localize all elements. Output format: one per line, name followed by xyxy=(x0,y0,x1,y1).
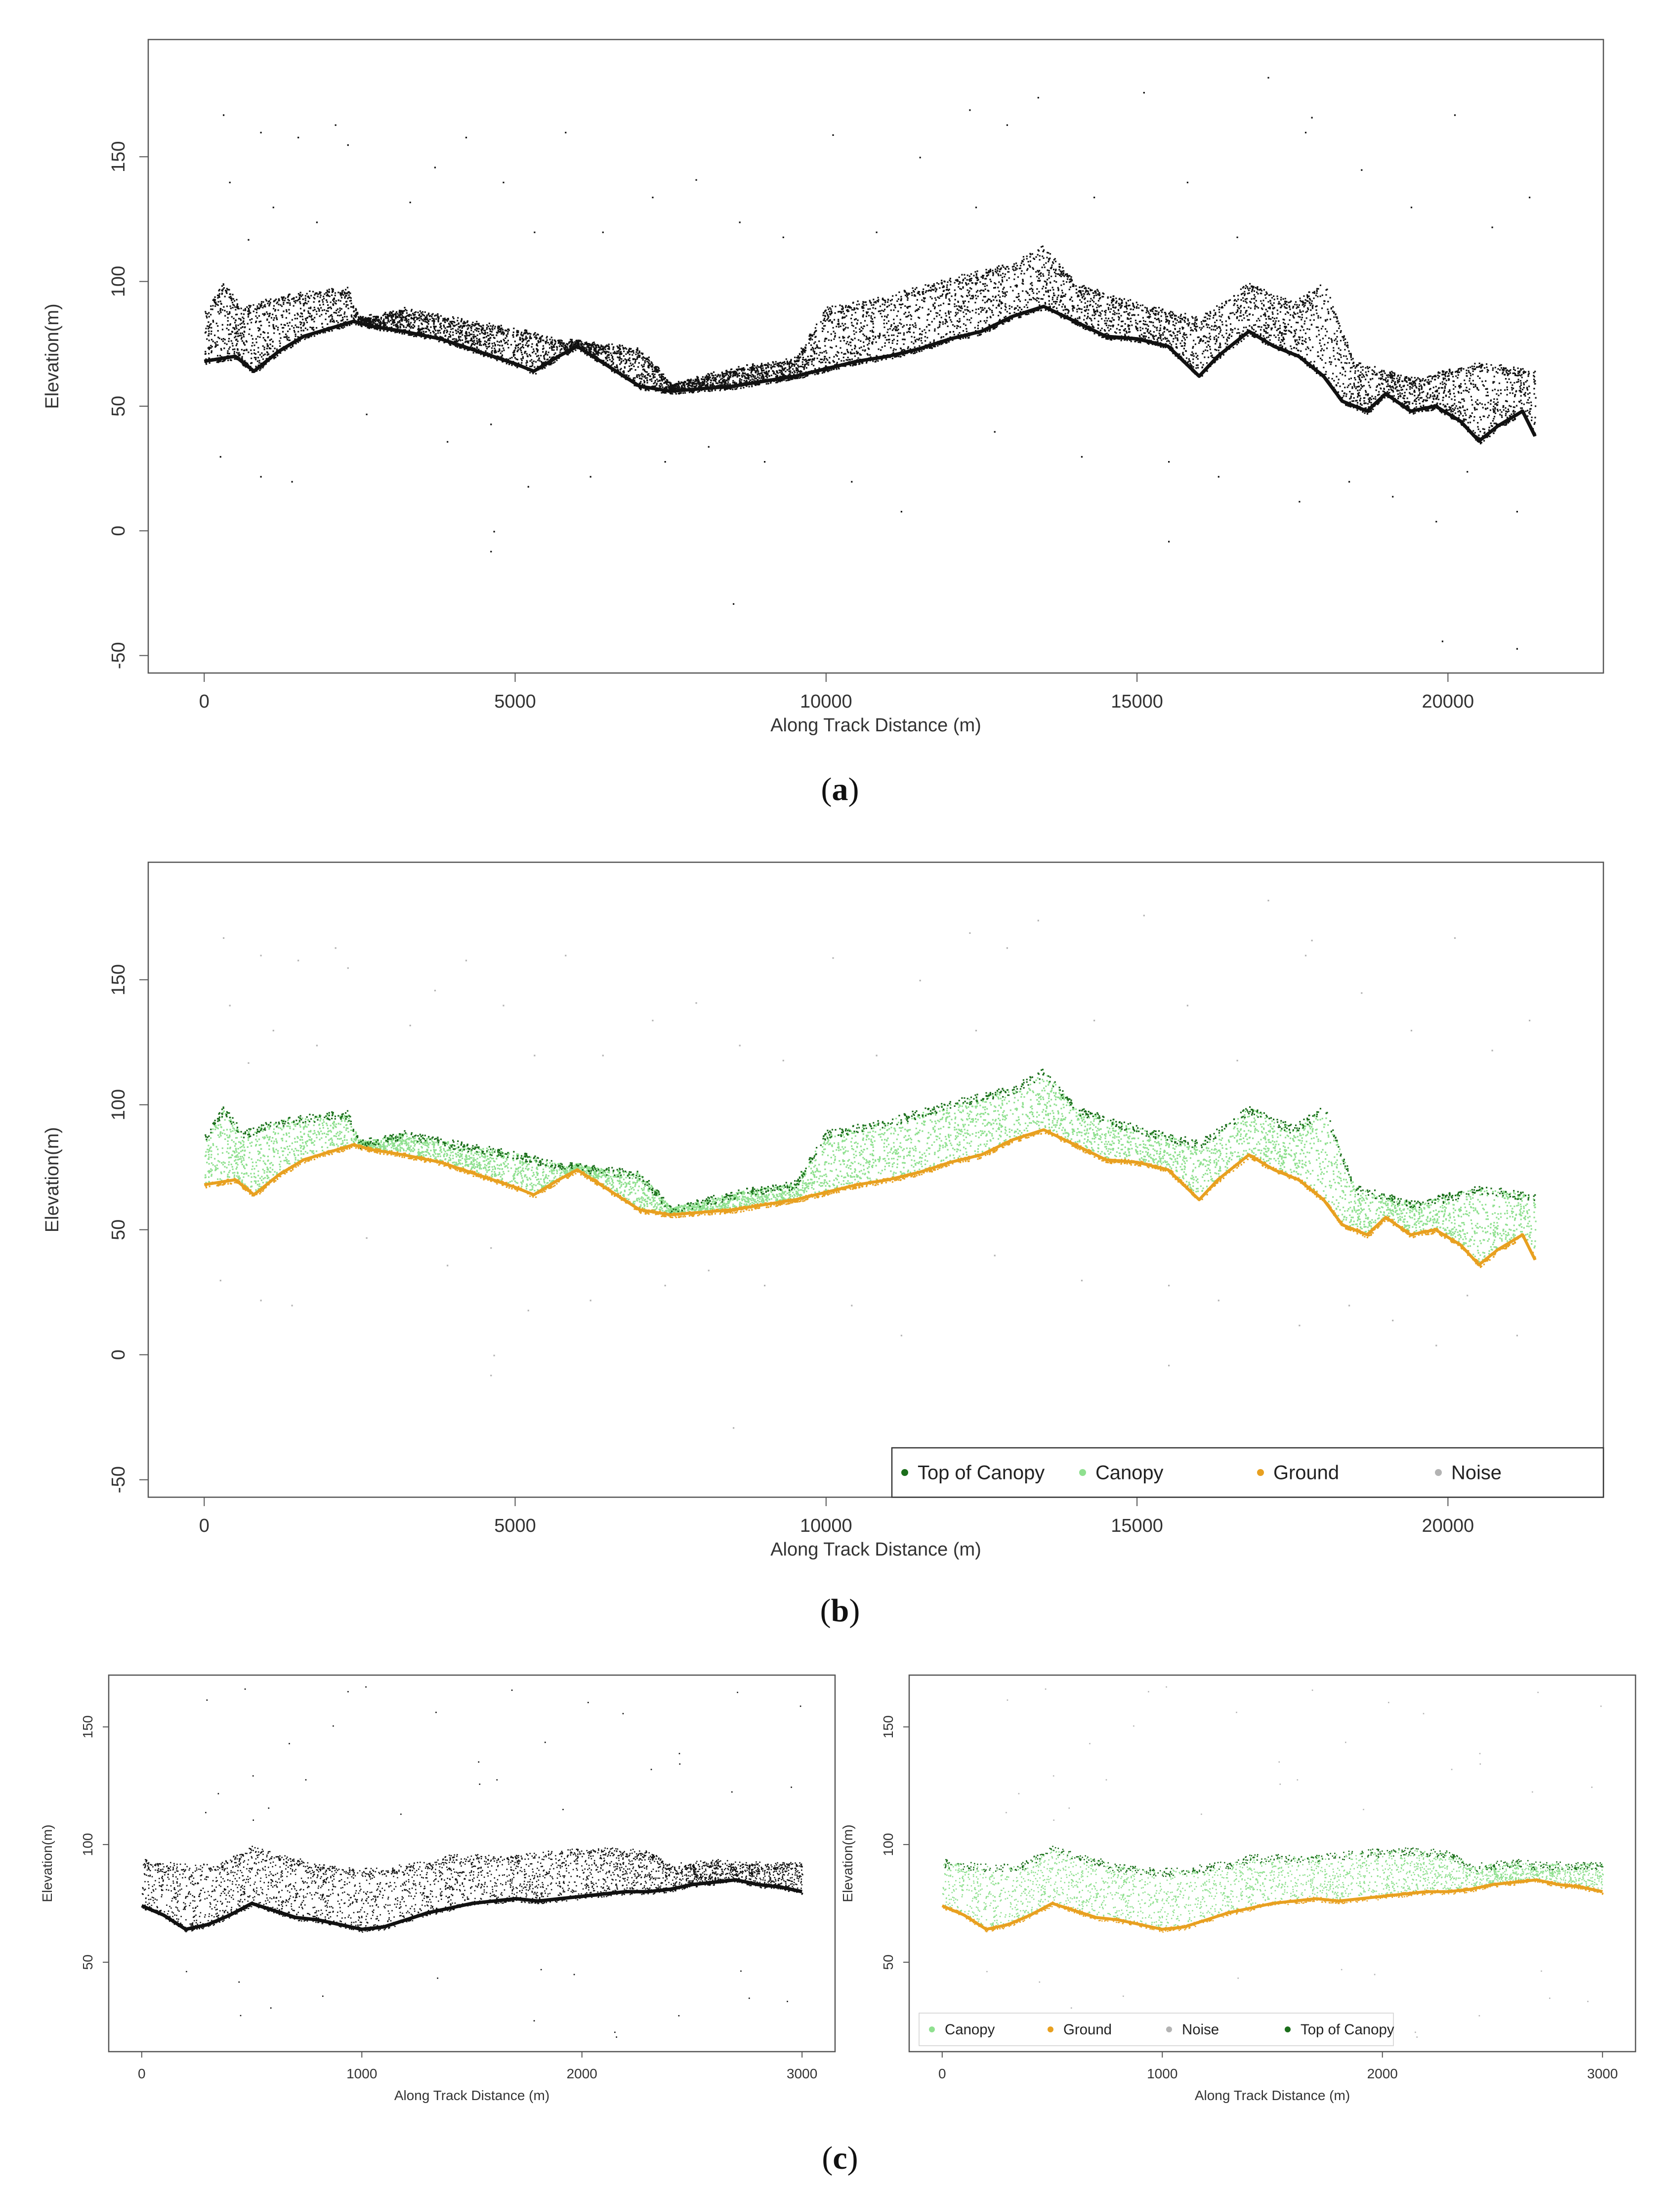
data-points xyxy=(141,1686,803,2038)
legend-box xyxy=(891,1447,1604,1498)
legend-label-noise: Noise xyxy=(1182,2022,1219,2038)
legend-label-top-of-canopy: Top of Canopy xyxy=(918,1462,1045,1483)
x-tick-label: 1000 xyxy=(1147,2066,1177,2081)
legend-label-canopy: Canopy xyxy=(1095,1462,1164,1483)
legend-marker-noise xyxy=(1435,1469,1442,1476)
photon-points xyxy=(141,1686,803,2038)
caption-b: (b) xyxy=(820,1593,860,1629)
data-points xyxy=(941,1686,1604,2038)
photon-points xyxy=(204,77,1537,650)
legend-marker-top-of-canopy xyxy=(1285,2026,1291,2032)
caption-a: (a) xyxy=(821,771,859,807)
legend-label-ground: Ground xyxy=(1273,1462,1339,1483)
y-tick-label: 150 xyxy=(108,141,129,172)
legend-marker-canopy xyxy=(1079,1469,1086,1476)
legend-marker-top-of-canopy xyxy=(901,1469,908,1476)
legend-label-noise: Noise xyxy=(1451,1462,1502,1483)
y-axis-label: Elevation(m) xyxy=(840,1824,855,1902)
data-points xyxy=(204,77,1537,650)
y-tick-label: 0 xyxy=(108,1349,129,1360)
y-tick-label: 150 xyxy=(108,964,129,995)
x-tick-label: 5000 xyxy=(494,1516,536,1536)
y-tick-label: 150 xyxy=(881,1715,896,1738)
ground-line xyxy=(941,1878,1603,1931)
legend-label-ground: Ground xyxy=(1063,2022,1112,2038)
x-tick-label: 2000 xyxy=(567,2066,597,2081)
y-tick-label: 100 xyxy=(108,266,129,297)
x-tick-label: 10000 xyxy=(800,1516,852,1536)
x-tick-label: 3000 xyxy=(787,2066,817,2081)
noise-points xyxy=(986,1686,1602,2038)
y-axis-label: Elevation(m) xyxy=(42,303,63,409)
y-tick-label: 100 xyxy=(80,1833,95,1856)
legend: Top of Canopy Canopy Ground Noise xyxy=(891,1447,1604,1498)
plot-frame xyxy=(147,39,1604,674)
x-tick-label: 5000 xyxy=(494,691,536,712)
chart-a: 0 5000 10000 15000 20000 -50 0 50 100 150 Along Tr… xyxy=(42,39,1604,736)
legend-marker-ground xyxy=(1048,2026,1053,2032)
x-axis-label: Along Track Distance (m) xyxy=(770,715,981,736)
x-tick-label: 0 xyxy=(199,1516,210,1536)
y-tick-label: 50 xyxy=(108,1220,129,1240)
x-tick-label: 20000 xyxy=(1422,691,1474,712)
x-axis-label: Along Track Distance (m) xyxy=(770,1539,981,1560)
x-tick-label: 10000 xyxy=(800,691,852,712)
chart-b: 0 5000 10000 15000 20000 -50 0 50 100 150 Along Tr… xyxy=(42,861,1604,1560)
y-tick-label: 50 xyxy=(80,1954,95,1970)
x-tick-label: 0 xyxy=(138,2066,146,2081)
x-tick-label: 15000 xyxy=(1111,1516,1163,1536)
y-tick-label: 100 xyxy=(108,1089,129,1120)
x-axis-label: Along Track Distance (m) xyxy=(1195,2088,1350,2103)
legend-marker-ground xyxy=(1257,1469,1264,1476)
x-tick-label: 0 xyxy=(938,2066,946,2081)
y-tick-label: 50 xyxy=(881,1954,896,1970)
legend-label-canopy: Canopy xyxy=(945,2022,995,2038)
y-tick-label: 150 xyxy=(80,1715,95,1738)
y-axis-label: Elevation(m) xyxy=(42,1127,63,1232)
canopy-points xyxy=(942,1850,1604,1927)
plot-frame xyxy=(908,1674,1637,2053)
x-tick-label: 20000 xyxy=(1422,1516,1474,1536)
legend-label-top-of-canopy: Top of Canopy xyxy=(1301,2022,1394,2038)
caption-c: (c) xyxy=(822,2140,858,2176)
legend-marker-noise xyxy=(1166,2026,1172,2032)
canopy-points xyxy=(204,1075,1537,1263)
legend: Canopy Ground Noise Top of Canopy xyxy=(919,2013,1394,2046)
y-tick-label: 50 xyxy=(108,396,129,417)
legend-marker-canopy xyxy=(929,2026,935,2032)
legend-box xyxy=(919,2013,1394,2046)
noise-points xyxy=(219,899,1531,1474)
y-axis-label: Elevation(m) xyxy=(40,1824,55,1902)
y-tick-label: 0 xyxy=(108,526,129,536)
x-tick-label: 1000 xyxy=(346,2066,377,2081)
ground-line xyxy=(204,304,1537,443)
x-axis-label: Along Track Distance (m) xyxy=(394,2088,549,2103)
y-tick-label: -50 xyxy=(108,642,129,669)
x-tick-label: 0 xyxy=(199,691,210,712)
ground-line xyxy=(141,1878,802,1931)
plot-frame xyxy=(147,861,1604,1498)
y-tick-label: 100 xyxy=(881,1833,896,1856)
plot-frame xyxy=(108,1674,836,2053)
x-tick-label: 3000 xyxy=(1587,2066,1618,2081)
ground-line xyxy=(204,1128,1537,1266)
data-points xyxy=(204,899,1537,1474)
x-tick-label: 15000 xyxy=(1111,691,1163,712)
y-tick-label: -50 xyxy=(108,1466,129,1493)
x-tick-label: 2000 xyxy=(1367,2066,1398,2081)
